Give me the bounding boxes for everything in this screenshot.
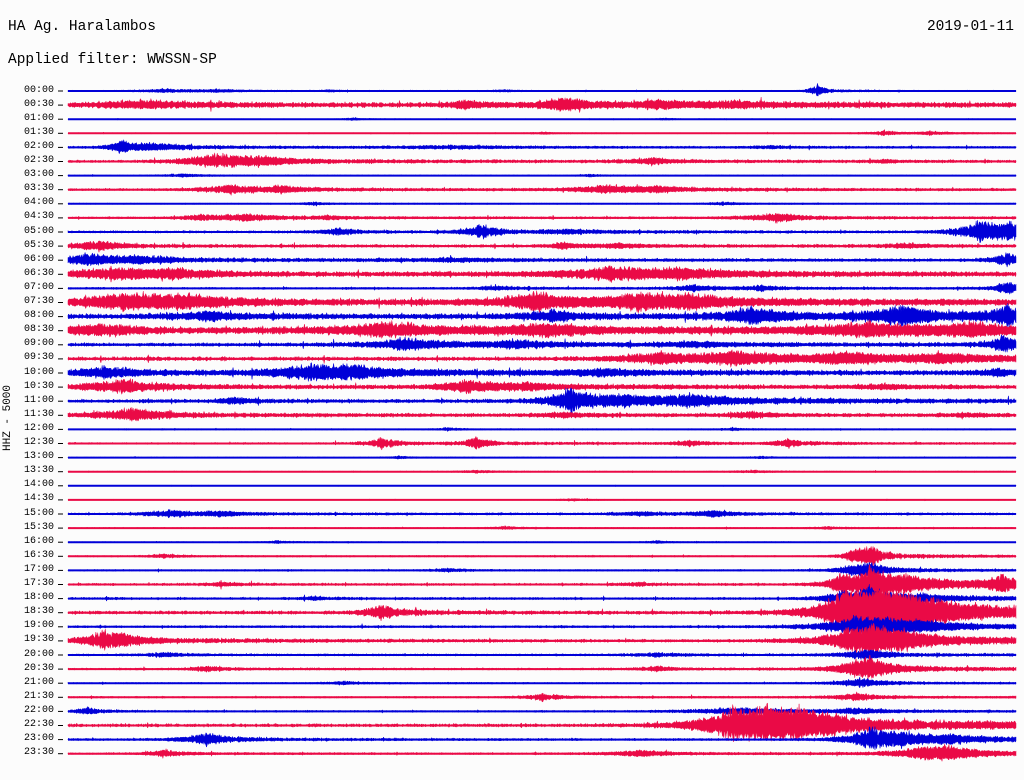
time-axis-label: 09:30 — [23, 352, 54, 364]
time-axis-label: 05:30 — [23, 239, 54, 251]
time-axis-label: 21:30 — [23, 690, 54, 702]
time-axis-label: 12:30 — [23, 437, 54, 448]
time-axis-label: 18:30 — [23, 606, 54, 618]
time-axis-label: 11:30 — [23, 408, 54, 420]
time-axis-label: 00:30 — [23, 98, 54, 110]
time-axis-label: 15:30 — [23, 521, 54, 533]
time-axis-label: 18:00 — [23, 592, 54, 604]
seismic-trace — [67, 726, 1017, 750]
time-axis-label: 08:30 — [23, 324, 54, 336]
time-axis-label: 15:00 — [23, 507, 54, 519]
time-axis-label: 07:00 — [23, 281, 54, 293]
seismic-trace — [67, 319, 1017, 340]
seismic-trace — [67, 334, 1017, 353]
seismic-trace — [67, 622, 1017, 657]
applied-filter-label: Applied filter: WWSSN-SP — [8, 52, 217, 68]
time-axis-label: 22:00 — [23, 704, 54, 716]
time-axis-label: 13:30 — [23, 465, 54, 477]
time-axis-label: 06:30 — [23, 267, 54, 279]
time-axis-label: 02:00 — [23, 140, 54, 152]
time-axis-label: 05:00 — [23, 225, 54, 237]
time-axis-label: 14:30 — [23, 493, 54, 505]
time-axis-label: 19:00 — [23, 620, 54, 632]
time-axis-label: 12:00 — [23, 422, 54, 434]
time-axis-label: 16:30 — [23, 549, 54, 561]
time-axis-label: 10:30 — [23, 380, 54, 392]
time-axis-label: 03:00 — [23, 169, 54, 181]
time-axis-label: 04:30 — [23, 211, 54, 223]
time-axis-label: 10:00 — [23, 366, 54, 378]
time-axis-label: 16:00 — [23, 535, 54, 547]
time-axis-label: 20:00 — [23, 648, 54, 660]
time-axis-label: 03:30 — [23, 183, 54, 195]
time-axis-label: 23:30 — [23, 747, 54, 759]
time-axis-label: 17:00 — [23, 563, 54, 575]
time-axis-label: 19:30 — [23, 634, 54, 646]
time-axis-label: 01:00 — [23, 112, 54, 124]
record-date: 2019-01-11 — [926, 19, 1014, 35]
time-axis-label: 06:00 — [23, 253, 54, 265]
time-axis-label: 23:00 — [23, 733, 54, 745]
time-axis-label: 08:00 — [23, 310, 54, 322]
seismic-trace — [67, 152, 1017, 169]
time-axis-label: 07:30 — [23, 296, 54, 307]
time-axis-label: 17:30 — [23, 578, 54, 589]
time-axis-label: 09:00 — [23, 338, 54, 350]
time-axis-label: 01:30 — [23, 126, 54, 138]
time-axis-label: 22:30 — [23, 719, 54, 730]
seismic-trace — [67, 83, 1017, 97]
time-axis-label: 21:00 — [23, 676, 54, 688]
time-axis-label: 20:30 — [23, 662, 54, 674]
time-axis-label: 04:00 — [23, 197, 54, 209]
time-axis-label: 02:30 — [23, 155, 54, 166]
time-axis-label: 13:00 — [23, 451, 54, 463]
seismic-trace — [67, 654, 1017, 680]
time-axis-label: 14:00 — [23, 479, 54, 491]
seismic-trace — [67, 588, 1017, 634]
time-axis-label: 11:00 — [23, 394, 54, 406]
station-title: HA Ag. Haralambos — [8, 19, 156, 35]
time-axis-label: 00:00 — [23, 84, 54, 96]
